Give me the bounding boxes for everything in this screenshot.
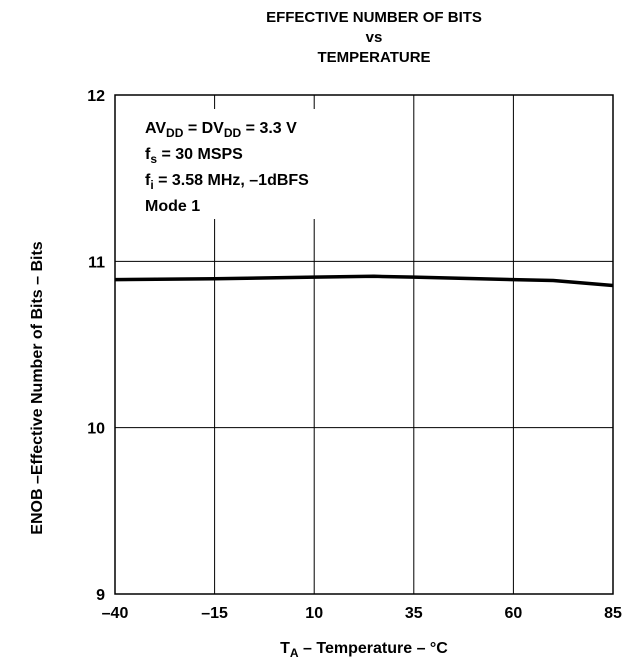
y-axis-label: ENOB –Effective Number of Bits – Bits (29, 241, 46, 535)
annotation-line: fs = 30 MSPS (145, 146, 243, 166)
x-tick-label: 10 (305, 605, 323, 622)
x-tick-label: 35 (405, 605, 423, 622)
chart-title: EFFECTIVE NUMBER OF BITS vs TEMPERATURE (266, 9, 482, 66)
x-tick-label: –40 (102, 605, 129, 622)
annotation-fragment: = 3.3 V (241, 120, 297, 137)
annotation-fragment: = 30 MSPS (157, 146, 243, 163)
annotation-fragment: f (145, 172, 151, 189)
x-axis-label-subscript: A (290, 646, 299, 660)
annotation-fragment: AV (145, 120, 166, 137)
annotation-fragment: i (150, 178, 153, 192)
annotation-fragment: s (150, 152, 157, 166)
annotation-line: AVDD = DVDD = 3.3 V (145, 120, 297, 140)
annotation-fragment: = DV (183, 120, 224, 137)
x-axis-label-rest: – Temperature – °C (299, 640, 449, 657)
annotation-line: fi = 3.58 MHz, –1dBFS (145, 172, 309, 192)
x-axis-label-main: T (280, 640, 290, 657)
series-line (114, 274, 614, 288)
y-tick-label: 12 (87, 88, 105, 105)
y-tick-label: 11 (88, 254, 105, 271)
annotation-fragment: f (145, 146, 151, 163)
annotation-fragment: Mode 1 (145, 198, 200, 215)
chart-title-line-2: vs (366, 29, 383, 46)
x-tick-label: –15 (201, 605, 228, 622)
chart-title-line-1: EFFECTIVE NUMBER OF BITS (266, 9, 482, 26)
series-layer (114, 274, 614, 288)
x-tick-labels: –40 –15 10 35 60 85 (102, 605, 622, 622)
y-tick-labels: 9 10 11 12 (87, 88, 105, 604)
annotation-line: Mode 1 (145, 198, 200, 215)
plot-frame (114, 94, 614, 595)
annotation-fragment: = 3.58 MHz, –1dBFS (154, 172, 309, 189)
annotation-fragment: DD (224, 126, 242, 140)
x-tick-label: 85 (604, 605, 622, 622)
chart-title-line-3: TEMPERATURE (317, 49, 430, 66)
annotation-background (135, 109, 385, 219)
y-tick-label: 10 (87, 421, 105, 438)
x-axis-label: TA – Temperature – °C (280, 640, 448, 660)
annotation-fragment: DD (166, 126, 184, 140)
x-tick-label: 60 (505, 605, 523, 622)
y-tick-label: 9 (96, 587, 105, 604)
